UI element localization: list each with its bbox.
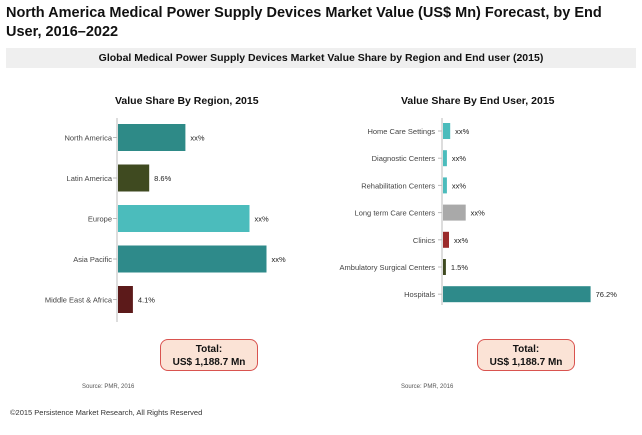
enduser-category-label-long-term-care-centers: Long term Care Centers (355, 209, 436, 218)
enduser-chart-title: Value Share By End User, 2015 (401, 95, 555, 107)
enduser-category-label-rehabilitation-centers: Rehabilitation Centers (361, 181, 435, 190)
enduser-data-label-diagnostic-centers: xx% (452, 154, 467, 163)
region-category-label-middle-east-africa: Middle East & Africa (45, 296, 113, 305)
region-data-label-asia-pacific: xx% (272, 255, 287, 264)
enduser-data-label-rehabilitation-centers: xx% (452, 181, 467, 190)
enduser-category-label-home-care-settings: Home Care Settings (367, 127, 435, 136)
enduser-data-label-ambulatory-surgical-centers: 1.5% (451, 263, 468, 272)
region-bar-europe (118, 205, 250, 232)
enduser-bar-rehabilitation-centers (443, 177, 447, 194)
enduser-bar-clinics (443, 231, 449, 248)
region-total-value: US$ 1,188.7 Mn (172, 357, 246, 368)
enduser-category-label-clinics: Clinics (413, 236, 435, 245)
enduser-data-label-home-care-settings: xx% (455, 127, 470, 136)
region-total-label: Total: (195, 344, 223, 355)
enduser-data-label-hospitals: 76.2% (596, 290, 618, 299)
region-data-label-latin-america: 8.6% (154, 174, 171, 183)
region-category-label-latin-america: Latin America (67, 174, 113, 183)
region-bar-latin-america (118, 164, 150, 192)
enduser-category-label-diagnostic-centers: Diagnostic Centers (372, 154, 436, 163)
copyright-text: ©2015 Persistence Market Research, All R… (10, 408, 203, 417)
region-category-label-asia-pacific: Asia Pacific (73, 255, 112, 264)
enduser-category-label-ambulatory-surgical-centers: Ambulatory Surgical Centers (340, 263, 436, 272)
enduser-category-label-hospitals: Hospitals (404, 290, 435, 299)
enduser-data-label-clinics: xx% (454, 236, 469, 245)
region-bar-north-america (118, 124, 186, 151)
region-data-label-middle-east-africa: 4.1% (138, 296, 155, 305)
enduser-bar-home-care-settings (443, 123, 451, 139)
region-data-label-europe: xx% (254, 215, 269, 224)
enduser-bar-hospitals (443, 286, 591, 303)
enduser-bar-ambulatory-surgical-centers (443, 259, 446, 275)
region-bar-asia-pacific (118, 245, 267, 273)
region-total-box: Total: US$ 1,188.7 Mn (160, 339, 258, 371)
enduser-bar-long-term-care-centers (443, 204, 466, 221)
page-title: North America Medical Power Supply Devic… (6, 5, 602, 40)
enduser-bar-diagnostic-centers (443, 150, 447, 167)
region-category-label-north-america: North America (64, 134, 112, 143)
enduser-total-box: Total: US$ 1,188.7 Mn (477, 339, 575, 371)
region-source: Source: PMR, 2016 (82, 384, 135, 390)
enduser-total-label: Total: (512, 344, 540, 355)
region-data-label-north-america: xx% (190, 134, 205, 143)
region-bar-middle-east-africa (118, 286, 133, 313)
enduser-total-value: US$ 1,188.7 Mn (489, 357, 563, 368)
region-chart-title: Value Share By Region, 2015 (115, 95, 259, 107)
enduser-source: Source: PMR, 2016 (401, 384, 454, 390)
region-category-label-europe: Europe (88, 215, 112, 224)
page-subtitle: Global Medical Power Supply Devices Mark… (6, 48, 636, 68)
enduser-data-label-long-term-care-centers: xx% (471, 209, 486, 218)
